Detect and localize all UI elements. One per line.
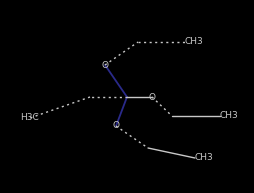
Text: CH3: CH3 [194, 153, 213, 163]
Text: H3C: H3C [21, 113, 39, 123]
Text: O: O [112, 122, 119, 130]
Text: O: O [101, 60, 108, 69]
Text: CH3: CH3 [219, 112, 238, 120]
Text: CH3: CH3 [184, 37, 203, 47]
Text: O: O [148, 92, 155, 102]
